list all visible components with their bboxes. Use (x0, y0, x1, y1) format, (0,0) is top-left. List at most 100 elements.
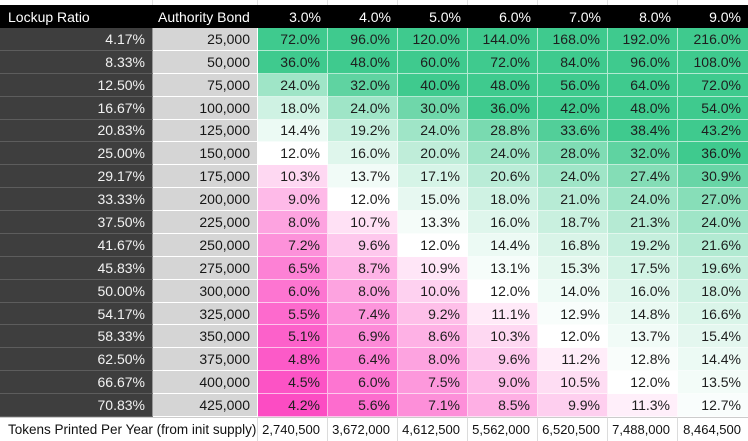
heatmap-cell[interactable]: 24.0% (608, 188, 678, 212)
heatmap-cell[interactable]: 24.0% (398, 119, 468, 143)
heatmap-cell[interactable]: 20.6% (468, 165, 538, 189)
col-header-rate[interactable]: 3.0% (258, 5, 328, 28)
heatmap-cell[interactable]: 36.0% (678, 142, 748, 166)
heatmap-cell[interactable]: 14.0% (538, 279, 608, 303)
row-header-lockup[interactable]: 20.83% (0, 119, 153, 143)
row-header-lockup[interactable]: 62.50% (0, 348, 153, 372)
heatmap-cell[interactable]: 13.7% (608, 325, 678, 349)
heatmap-cell[interactable]: 9.0% (258, 188, 328, 212)
col-header-rate[interactable]: 9.0% (678, 5, 748, 28)
row-header-lockup[interactable]: 16.67% (0, 96, 153, 120)
heatmap-cell[interactable]: 48.0% (328, 50, 398, 74)
row-header-bond[interactable]: 100,000 (153, 96, 258, 120)
heatmap-cell[interactable]: 9.0% (468, 371, 538, 395)
heatmap-cell[interactable]: 10.0% (398, 279, 468, 303)
heatmap-cell[interactable]: 11.3% (608, 394, 678, 417)
row-header-lockup[interactable]: 58.33% (0, 325, 153, 349)
heatmap-cell[interactable]: 9.9% (538, 394, 608, 417)
col-header-authority-bond[interactable]: Authority Bond (153, 5, 258, 28)
heatmap-cell[interactable]: 12.0% (608, 371, 678, 395)
row-header-bond[interactable]: 75,000 (153, 73, 258, 97)
heatmap-cell[interactable]: 8.0% (328, 279, 398, 303)
heatmap-cell[interactable]: 15.0% (398, 188, 468, 212)
heatmap-cell[interactable]: 24.0% (328, 96, 398, 120)
heatmap-cell[interactable]: 14.4% (468, 233, 538, 257)
heatmap-cell[interactable]: 120.0% (398, 28, 468, 51)
heatmap-cell[interactable]: 17.5% (608, 256, 678, 280)
heatmap-cell[interactable]: 72.0% (678, 73, 748, 97)
heatmap-cell[interactable]: 4.5% (258, 371, 328, 395)
row-header-lockup[interactable]: 8.33% (0, 50, 153, 74)
row-header-bond[interactable]: 150,000 (153, 142, 258, 166)
heatmap-cell[interactable]: 6.4% (328, 348, 398, 372)
heatmap-cell[interactable]: 36.0% (258, 50, 328, 74)
heatmap-cell[interactable]: 28.8% (468, 119, 538, 143)
row-header-bond[interactable]: 375,000 (153, 348, 258, 372)
row-header-lockup[interactable]: 70.83% (0, 394, 153, 417)
heatmap-cell[interactable]: 5.1% (258, 325, 328, 349)
row-header-lockup[interactable]: 33.33% (0, 188, 153, 212)
heatmap-cell[interactable]: 15.4% (678, 325, 748, 349)
heatmap-cell[interactable]: 15.3% (538, 256, 608, 280)
row-header-bond[interactable]: 175,000 (153, 165, 258, 189)
heatmap-cell[interactable]: 6.0% (328, 371, 398, 395)
heatmap-cell[interactable]: 33.6% (538, 119, 608, 143)
heatmap-cell[interactable]: 5.5% (258, 302, 328, 326)
heatmap-cell[interactable]: 48.0% (468, 73, 538, 97)
heatmap-cell[interactable]: 8.6% (398, 325, 468, 349)
heatmap-cell[interactable]: 7.4% (328, 302, 398, 326)
heatmap-cell[interactable]: 24.0% (678, 211, 748, 234)
row-header-bond[interactable]: 50,000 (153, 50, 258, 74)
heatmap-cell[interactable]: 16.0% (608, 279, 678, 303)
heatmap-cell[interactable]: 168.0% (538, 28, 608, 51)
heatmap-cell[interactable]: 18.0% (258, 96, 328, 120)
heatmap-cell[interactable]: 7.2% (258, 233, 328, 257)
heatmap-cell[interactable]: 18.0% (468, 188, 538, 212)
row-header-lockup[interactable]: 37.50% (0, 211, 153, 234)
heatmap-cell[interactable]: 6.9% (328, 325, 398, 349)
col-header-lockup-ratio[interactable]: Lockup Ratio (0, 5, 153, 28)
row-header-lockup[interactable]: 54.17% (0, 302, 153, 326)
heatmap-cell[interactable]: 6.5% (258, 256, 328, 280)
col-header-rate[interactable]: 4.0% (328, 5, 398, 28)
heatmap-cell[interactable]: 10.9% (398, 256, 468, 280)
heatmap-cell[interactable]: 24.0% (468, 142, 538, 166)
row-header-bond[interactable]: 300,000 (153, 279, 258, 303)
row-header-lockup[interactable]: 12.50% (0, 73, 153, 97)
heatmap-cell[interactable]: 32.0% (328, 73, 398, 97)
heatmap-cell[interactable]: 12.0% (328, 188, 398, 212)
heatmap-cell[interactable]: 12.0% (468, 279, 538, 303)
row-header-bond[interactable]: 425,000 (153, 394, 258, 417)
heatmap-cell[interactable]: 19.6% (678, 256, 748, 280)
heatmap-cell[interactable]: 12.9% (538, 302, 608, 326)
heatmap-cell[interactable]: 8.0% (258, 211, 328, 234)
heatmap-cell[interactable]: 10.5% (538, 371, 608, 395)
heatmap-cell[interactable]: 96.0% (608, 50, 678, 74)
heatmap-cell[interactable]: 84.0% (538, 50, 608, 74)
heatmap-cell[interactable]: 19.2% (608, 233, 678, 257)
heatmap-cell[interactable]: 4.8% (258, 348, 328, 372)
col-header-rate[interactable]: 6.0% (468, 5, 538, 28)
heatmap-cell[interactable]: 24.0% (538, 165, 608, 189)
heatmap-cell[interactable]: 13.5% (678, 371, 748, 395)
heatmap-cell[interactable]: 42.0% (538, 96, 608, 120)
heatmap-cell[interactable]: 56.0% (538, 73, 608, 97)
heatmap-cell[interactable]: 16.6% (678, 302, 748, 326)
heatmap-cell[interactable]: 54.0% (678, 96, 748, 120)
heatmap-cell[interactable]: 18.7% (538, 211, 608, 234)
heatmap-cell[interactable]: 21.6% (678, 233, 748, 257)
heatmap-cell[interactable]: 30.0% (398, 96, 468, 120)
heatmap-cell[interactable]: 12.7% (678, 394, 748, 417)
heatmap-cell[interactable]: 8.7% (328, 256, 398, 280)
col-header-rate[interactable]: 7.0% (538, 5, 608, 28)
heatmap-cell[interactable]: 12.0% (258, 142, 328, 166)
row-header-bond[interactable]: 325,000 (153, 302, 258, 326)
heatmap-cell[interactable]: 21.3% (608, 211, 678, 234)
row-header-bond[interactable]: 25,000 (153, 28, 258, 51)
heatmap-cell[interactable]: 5.6% (328, 394, 398, 417)
heatmap-cell[interactable]: 8.0% (398, 348, 468, 372)
heatmap-cell[interactable]: 27.4% (608, 165, 678, 189)
row-header-bond[interactable]: 400,000 (153, 371, 258, 395)
heatmap-cell[interactable]: 10.3% (258, 165, 328, 189)
heatmap-cell[interactable]: 19.2% (328, 119, 398, 143)
